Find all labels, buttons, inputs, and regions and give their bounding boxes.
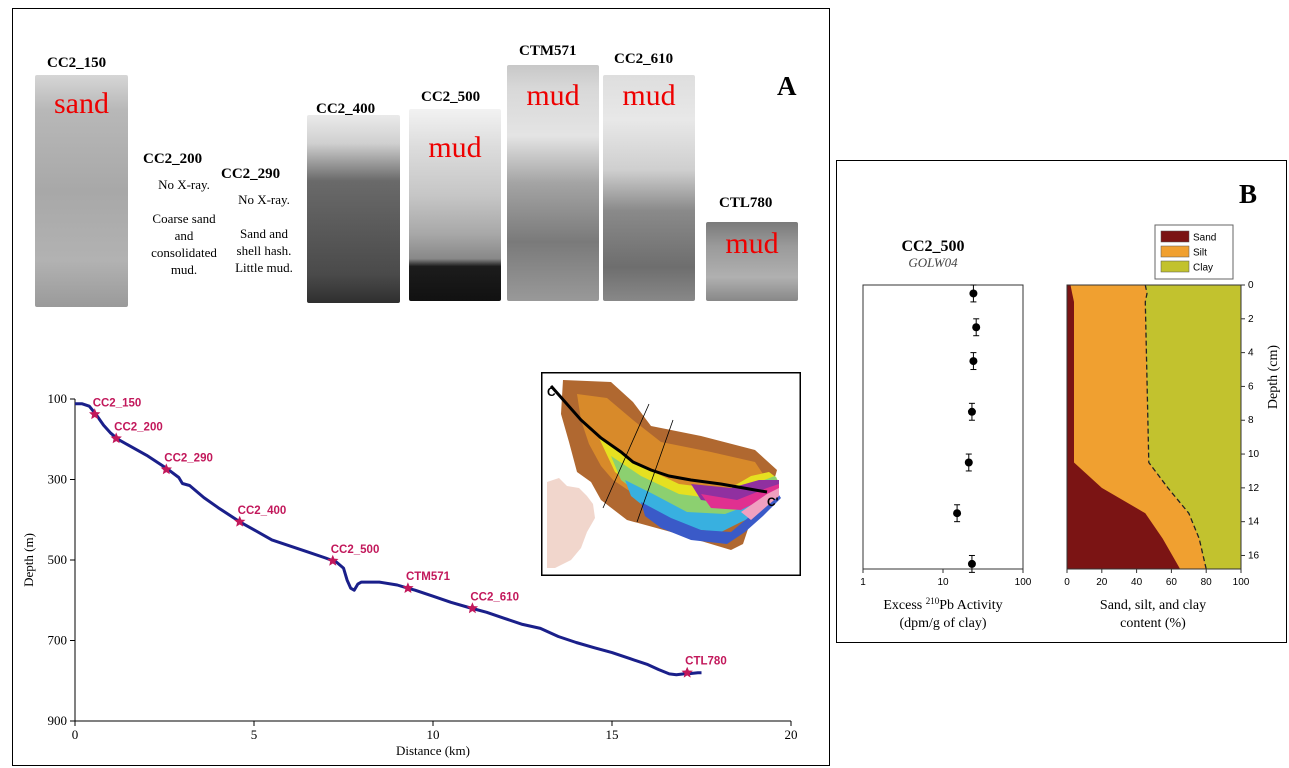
inset-map-end-label: C' bbox=[767, 495, 779, 509]
x-tick-label: 15 bbox=[606, 727, 619, 742]
panel-a-letter: A bbox=[777, 71, 797, 102]
pb-data-point bbox=[972, 323, 980, 331]
core-title: CC2_290 bbox=[221, 166, 280, 183]
grain-x-tick-label: 60 bbox=[1166, 577, 1178, 588]
pb-x-tick-label: 10 bbox=[937, 577, 949, 588]
core-title: CTM571 bbox=[519, 43, 577, 60]
x-tick-label: 10 bbox=[427, 727, 440, 742]
station-label: CC2_150 bbox=[93, 397, 142, 409]
grain-x-tick-label: 40 bbox=[1131, 577, 1143, 588]
grain-x-tick-label: 100 bbox=[1233, 577, 1250, 588]
grain-x-axis-label-line2: content (%) bbox=[1120, 616, 1186, 631]
pb-x-tick-label: 1 bbox=[860, 577, 866, 588]
y-tick-label: 900 bbox=[48, 713, 68, 728]
x-axis-label: Distance (km) bbox=[396, 743, 470, 758]
core-title: CC2_150 bbox=[47, 55, 106, 72]
core-image bbox=[307, 115, 400, 303]
core-title: CC2_610 bbox=[614, 51, 673, 68]
grain-y-axis-label: Depth (cm) bbox=[1266, 345, 1281, 409]
legend-swatch bbox=[1161, 261, 1189, 272]
pb-x-axis-label: Excess 210Pb Activity bbox=[883, 596, 1002, 613]
legend-label: Clay bbox=[1193, 263, 1213, 274]
grain-x-tick-label: 0 bbox=[1064, 577, 1070, 588]
core-title: CC2_200 bbox=[143, 151, 202, 168]
grain-x-tick-label: 80 bbox=[1201, 577, 1213, 588]
x-tick-label: 0 bbox=[72, 727, 79, 742]
core-label: mud bbox=[603, 79, 695, 113]
core-title: CC2_500 bbox=[421, 89, 480, 106]
legend-swatch bbox=[1161, 231, 1189, 242]
core-note: No X-ray. Sand and shell hash. Little mu… bbox=[221, 191, 307, 276]
core-title: CTL780 bbox=[719, 195, 772, 212]
pb-data-point bbox=[968, 560, 976, 568]
station-marker bbox=[682, 667, 693, 678]
grain-x-axis-label: Sand, silt, and clay bbox=[1100, 598, 1206, 613]
grain-y-tick-label: 0 bbox=[1248, 280, 1254, 291]
station-marker bbox=[467, 602, 478, 613]
y-tick-label: 300 bbox=[48, 472, 68, 487]
grain-y-tick-label: 6 bbox=[1248, 381, 1254, 392]
grain-y-tick-label: 8 bbox=[1248, 415, 1254, 426]
core-label: mud bbox=[706, 227, 798, 261]
x-tick-label: 5 bbox=[251, 727, 258, 742]
station-label: CC2_610 bbox=[470, 591, 519, 603]
core-note: No X-ray. Coarse sand and consolidated m… bbox=[139, 176, 229, 278]
pb-plot-frame bbox=[863, 285, 1023, 569]
y-axis-label: Depth (m) bbox=[21, 533, 36, 587]
pb-data-point bbox=[953, 509, 961, 517]
grain-x-tick-label: 20 bbox=[1096, 577, 1108, 588]
pb-data-point bbox=[968, 408, 976, 416]
grain-y-tick-label: 14 bbox=[1248, 517, 1260, 528]
y-tick-label: 500 bbox=[48, 552, 68, 567]
panel-a: A CC2_150 CC2_200 CC2_290 CC2_400 CC2_50… bbox=[12, 8, 830, 766]
grain-y-tick-label: 16 bbox=[1248, 550, 1260, 561]
station-label: CTL780 bbox=[685, 656, 727, 668]
y-tick-label: 100 bbox=[48, 391, 68, 406]
inset-map: C C' bbox=[541, 372, 801, 576]
pb-data-point bbox=[969, 289, 977, 297]
panel-b: B CC2_500 GOLW04 1 10 100 Excess 210Pb Activi… bbox=[836, 160, 1287, 643]
station-label: CC2_200 bbox=[114, 421, 163, 433]
y-tick-label: 700 bbox=[48, 633, 68, 648]
inset-map-start-label: C bbox=[547, 385, 556, 399]
pb-data-point bbox=[965, 459, 973, 467]
grain-y-tick-label: 12 bbox=[1248, 483, 1260, 494]
station-label: CTM571 bbox=[406, 571, 451, 583]
legend-label: Sand bbox=[1193, 233, 1216, 244]
pb-data-point bbox=[969, 357, 977, 365]
station-marker bbox=[402, 582, 413, 593]
core-label: mud bbox=[409, 131, 501, 165]
pb-x-tick-label: 100 bbox=[1015, 577, 1032, 588]
legend-label: Silt bbox=[1193, 248, 1207, 259]
station-label: CC2_290 bbox=[164, 452, 213, 464]
grain-y-tick-label: 2 bbox=[1248, 314, 1254, 325]
core-label: sand bbox=[35, 87, 128, 121]
chart-subtitle: GOLW04 bbox=[908, 255, 958, 270]
legend-swatch bbox=[1161, 246, 1189, 257]
core-label: mud bbox=[507, 79, 599, 113]
x-tick-label: 20 bbox=[785, 727, 798, 742]
chart-title: CC2_500 bbox=[901, 238, 964, 255]
grain-y-tick-label: 4 bbox=[1248, 348, 1254, 359]
pb-x-axis-label-line2: (dpm/g of clay) bbox=[899, 616, 986, 631]
station-label: CC2_500 bbox=[331, 544, 380, 556]
grain-y-tick-label: 10 bbox=[1248, 449, 1260, 460]
station-label: CC2_400 bbox=[238, 505, 287, 517]
